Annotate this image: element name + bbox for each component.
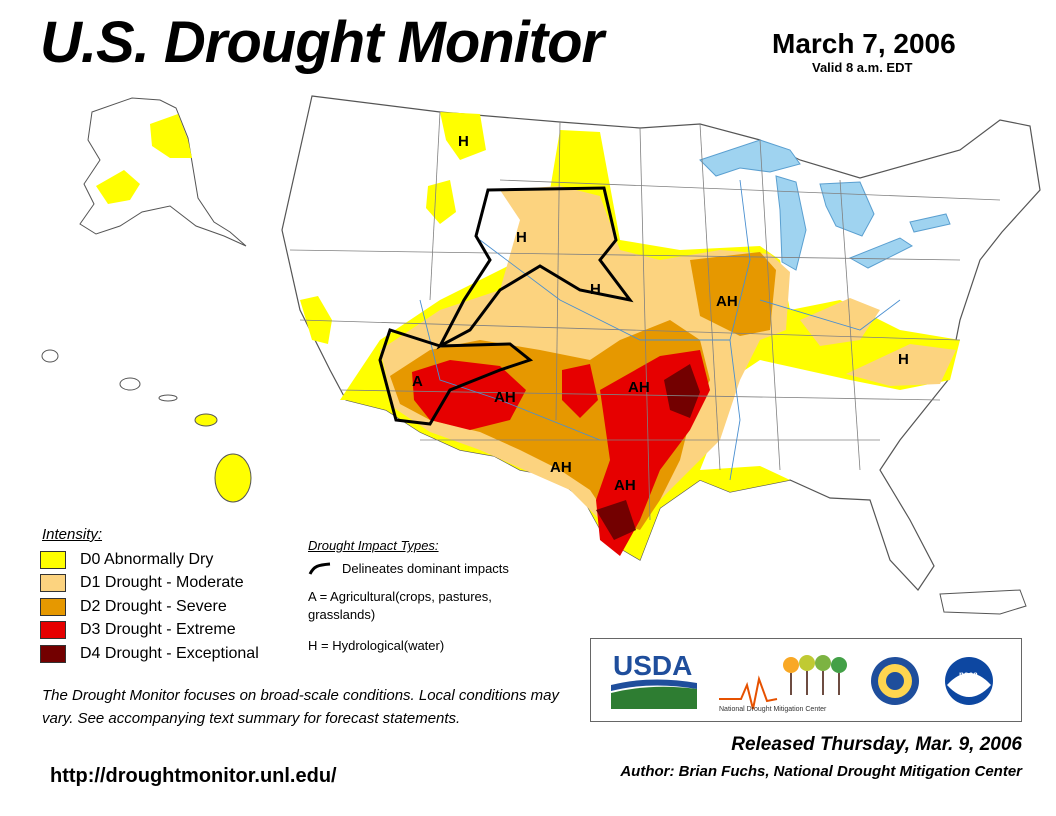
region-label-h-montana: H (458, 133, 469, 150)
legend-swatch-d2 (40, 597, 66, 616)
impact-delineates-label: Delineates dominant impacts (342, 561, 509, 576)
legend-swatch-d4 (40, 644, 66, 663)
legend-swatch-d3 (40, 621, 66, 640)
legend-swatch-d0 (40, 550, 66, 569)
d3-panhandle (562, 364, 598, 418)
valid-time: Valid 8 a.m. EDT (812, 60, 913, 75)
doc-seal-icon (871, 657, 919, 705)
impact-title: Drought Impact Types: (308, 538, 439, 553)
legend-label-d0: D0 Abnormally Dry (80, 550, 214, 568)
ndmc-logo: National Drought Mitigation Center (719, 655, 847, 713)
puerto-rico (939, 589, 1027, 615)
usda-logo: USDA (611, 650, 697, 709)
d4-south-texas (596, 500, 636, 540)
legend-label-d4: D4 Drought - Exceptional (80, 644, 259, 662)
impact-types: Drought Impact Types: Delineates dominan… (308, 538, 558, 669)
hawaii-molokai (158, 394, 178, 402)
map-date: March 7, 2006 (772, 28, 956, 59)
region-label-a-arizona: A (412, 373, 423, 390)
svg-text:National Drought Mitigation Ce: National Drought Mitigation Center (719, 706, 827, 713)
impact-agricultural: A = Agricultural(crops, pastures, grassl… (308, 589, 492, 622)
lake-michigan (775, 175, 807, 271)
region-label-ah-new-mexico: AH (494, 389, 516, 406)
impact-hydrological: H = Hydrological(water) (308, 638, 445, 654)
legend-label-d3: D3 Drought - Extreme (80, 621, 236, 639)
noaa-logo: noaa (945, 657, 993, 705)
hawaii-big-island (214, 453, 252, 503)
page-title: U.S. Drought Monitor (40, 10, 604, 75)
rivers (419, 179, 901, 481)
author-credit: Author: Brian Fuchs, National Drought Mi… (620, 763, 1022, 780)
region-label-ah-oklahoma: AH (628, 379, 650, 396)
drought-map: H H H AH H A AH AH AH AH (41, 95, 1041, 615)
boundary-line-icon (308, 562, 331, 575)
lake-erie (848, 237, 913, 269)
disclaimer-note: The Drought Monitor focuses on broad-sca… (42, 687, 559, 727)
partner-logos: USDA National Drought Mitigation Center … (590, 638, 1022, 722)
state-borders (289, 111, 1001, 521)
hawaii-maui (194, 413, 218, 427)
d4-oklahoma (664, 364, 700, 418)
lake-superior (699, 139, 801, 177)
svg-text:USDA: USDA (613, 650, 692, 681)
legend-item-d3: D3 Drought - Extreme (40, 619, 259, 643)
intensity-legend: D0 Abnormally Dry D1 Drought - Moderate … (40, 548, 259, 666)
lake-ontario (909, 213, 951, 233)
legend-item-d2: D2 Drought - Severe (40, 595, 259, 619)
region-label-h-carolina: H (898, 351, 909, 368)
d0-montana-north (440, 112, 486, 160)
alaska-dry-west (96, 170, 140, 204)
hawaii-oahu (119, 377, 141, 391)
d1-carolinas (846, 344, 956, 386)
d3-arizona (412, 360, 526, 430)
impact-boundaries (378, 186, 634, 426)
logo-strip: USDA National Drought Mitigation Center … (611, 650, 993, 713)
d1-mid-atlantic (800, 298, 880, 346)
release-date: Released Thursday, Mar. 9, 2006 (731, 734, 1022, 755)
lake-huron (819, 181, 875, 237)
region-label-ah-missouri: AH (716, 293, 738, 310)
website-link[interactable]: http://droughtmonitor.unl.edu/ (50, 765, 337, 787)
legend-item-d4: D4 Drought - Exceptional (40, 642, 259, 666)
legend-label-d2: D2 Drought - Severe (80, 597, 227, 615)
d0-idaho (426, 180, 456, 224)
d2-missouri (690, 252, 776, 336)
region-label-h-wyoming: H (516, 229, 527, 246)
hawaii-kauai (41, 349, 59, 363)
region-label-h-nebraska: H (590, 281, 601, 298)
legend-item-d0: D0 Abnormally Dry (40, 548, 259, 572)
legend-title: Intensity: (42, 526, 103, 543)
legend-label-d1: D1 Drought - Moderate (80, 574, 244, 592)
alaska-outline (79, 97, 247, 247)
legend-item-d1: D1 Drought - Moderate (40, 572, 259, 596)
region-label-ah-east-texas: AH (614, 477, 636, 494)
svg-text:noaa: noaa (959, 670, 978, 679)
legend-swatch-d1 (40, 574, 66, 593)
region-label-ah-west-texas: AH (550, 459, 572, 476)
alaska-dry-north (150, 114, 192, 158)
impact-delineates-row: Delineates dominant impacts (308, 561, 558, 576)
d0-california (300, 296, 332, 344)
